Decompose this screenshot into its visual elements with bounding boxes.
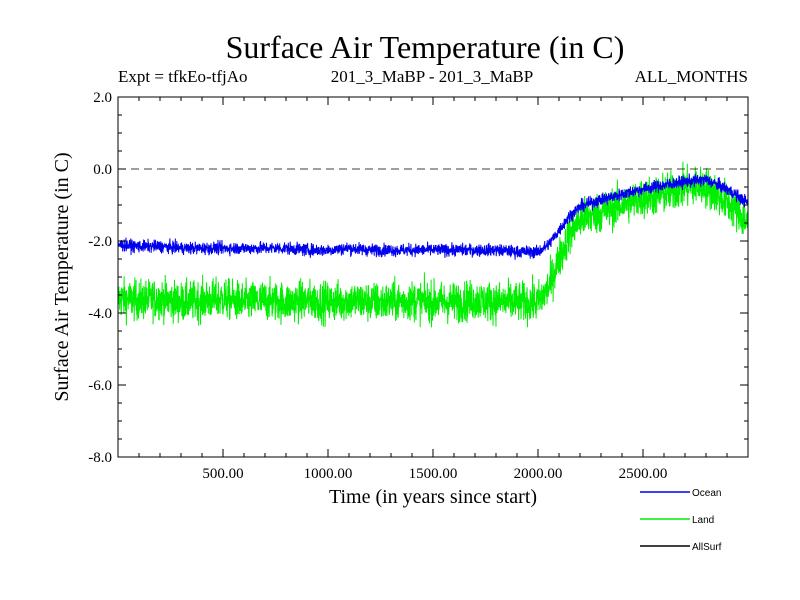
series-line-ocean xyxy=(118,173,748,260)
x-tick-label: 500.00 xyxy=(202,466,243,482)
series-line-land xyxy=(118,161,748,328)
x-tick-label: 1000.00 xyxy=(304,466,353,482)
plot-frame xyxy=(117,96,749,458)
chart-subtitle-right: ALL_MONTHS xyxy=(635,67,748,86)
y-tick-label: 0.0 xyxy=(93,162,112,178)
legend: Ocean Land AllSurf xyxy=(640,488,722,553)
x-axis: 500.00 1000.00 1500.00 2000.00 2500.00 xyxy=(138,97,728,482)
chart-subtitle-center: 201_3_MaBP - 201_3_MaBP xyxy=(331,67,533,86)
plot-area xyxy=(118,161,748,328)
x-tick-label: 2000.00 xyxy=(514,466,563,482)
x-tick-label: 1500.00 xyxy=(409,466,458,482)
chart-title: Surface Air Temperature (in C) xyxy=(226,29,625,65)
legend-label-ocean: Ocean xyxy=(692,488,721,499)
y-tick-label: -2.0 xyxy=(88,234,112,250)
y-tick-label: -8.0 xyxy=(88,450,112,466)
y-axis-label: Surface Air Temperature (in C) xyxy=(51,152,73,401)
chart-subtitle-left: Expt = tfkEo-tfjAo xyxy=(118,67,248,86)
y-axis: 2.0 0.0 -2.0 -4.0 -6.0 -8.0 xyxy=(88,90,748,466)
y-tick-label: -6.0 xyxy=(88,378,112,394)
y-tick-label: 2.0 xyxy=(93,90,112,106)
x-axis-label: Time (in years since start) xyxy=(329,486,537,508)
y-tick-label: -4.0 xyxy=(88,306,112,322)
legend-label-allsurf: AllSurf xyxy=(692,542,722,553)
x-tick-label: 2500.00 xyxy=(619,466,668,482)
legend-label-land: Land xyxy=(692,515,714,526)
